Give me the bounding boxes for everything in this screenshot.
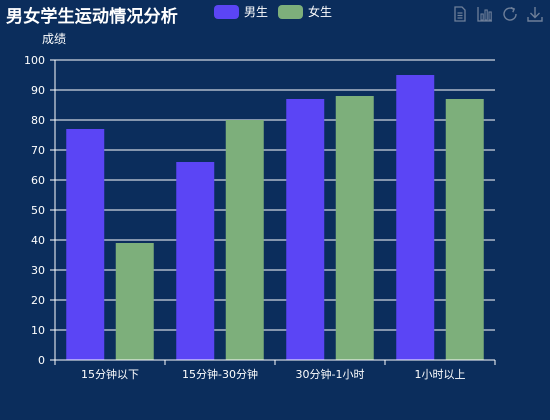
save-image-icon[interactable] — [526, 5, 544, 23]
x-tick-label: 1小时以上 — [415, 368, 466, 381]
y-tick-label: 80 — [31, 114, 45, 127]
chart-title: 男女学生运动情况分析 — [6, 7, 178, 27]
y-tick-label: 70 — [31, 144, 45, 157]
legend-item-female[interactable]: 女生 — [278, 3, 332, 20]
y-tick-label: 100 — [24, 54, 45, 67]
y-tick-label: 0 — [38, 354, 45, 367]
toolbox — [444, 5, 544, 23]
data-view-icon[interactable] — [451, 5, 469, 23]
y-tick-label: 30 — [31, 264, 45, 277]
legend-item-male[interactable]: 男生 — [214, 3, 268, 20]
legend: 男生 女生 — [214, 3, 342, 20]
y-tick-label: 10 — [31, 324, 45, 337]
x-tick-label: 30分钟-1小时 — [296, 367, 365, 381]
legend-label-male: 男生 — [244, 5, 269, 19]
bar-female — [115, 243, 154, 360]
y-axis-label: 成绩 — [42, 32, 66, 46]
bar-male — [396, 75, 435, 360]
bar-male — [176, 162, 215, 360]
x-tick-label: 15分钟-30分钟 — [182, 367, 258, 381]
y-tick-label: 50 — [31, 204, 45, 217]
bar-chart-icon[interactable] — [476, 5, 494, 23]
y-tick-label: 20 — [31, 294, 45, 307]
bar-female — [225, 120, 264, 360]
bar-male — [66, 129, 105, 360]
y-tick-label: 90 — [31, 84, 45, 97]
legend-swatch-female — [278, 4, 304, 19]
x-tick-label: 15分钟以下 — [81, 367, 139, 381]
bar-female — [335, 96, 374, 360]
bar-female — [445, 99, 484, 360]
bar-male — [286, 99, 325, 360]
y-tick-label: 40 — [31, 234, 45, 247]
restore-icon[interactable] — [501, 5, 519, 23]
y-tick-label: 60 — [31, 174, 45, 187]
legend-label-female: 女生 — [308, 5, 333, 19]
legend-swatch-male — [214, 4, 239, 19]
